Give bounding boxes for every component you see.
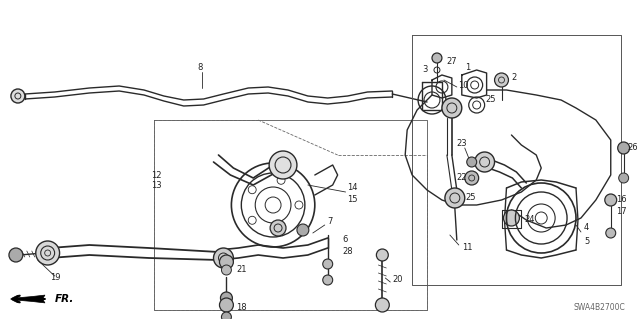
Circle shape xyxy=(270,220,286,236)
Circle shape xyxy=(376,249,388,261)
Circle shape xyxy=(323,259,333,269)
Text: 5: 5 xyxy=(584,238,589,247)
Text: 25: 25 xyxy=(486,95,496,105)
Circle shape xyxy=(465,171,479,185)
Circle shape xyxy=(297,224,309,236)
Text: 28: 28 xyxy=(342,248,353,256)
Text: 4: 4 xyxy=(584,224,589,233)
Text: 11: 11 xyxy=(462,243,472,253)
Text: 6: 6 xyxy=(342,235,348,244)
Text: 18: 18 xyxy=(236,303,247,313)
Text: 13: 13 xyxy=(151,181,161,189)
Circle shape xyxy=(442,98,462,118)
Circle shape xyxy=(376,298,389,312)
Text: 25: 25 xyxy=(466,192,476,202)
Circle shape xyxy=(214,248,234,268)
Circle shape xyxy=(445,188,465,208)
Circle shape xyxy=(606,228,616,238)
Circle shape xyxy=(36,241,60,265)
Text: 23: 23 xyxy=(457,139,467,149)
Text: 10: 10 xyxy=(458,80,468,90)
Text: 26: 26 xyxy=(628,144,638,152)
Circle shape xyxy=(618,142,630,154)
Text: 24: 24 xyxy=(524,216,535,225)
Text: 2: 2 xyxy=(511,73,516,83)
Text: 17: 17 xyxy=(616,207,627,217)
Text: 19: 19 xyxy=(50,273,60,283)
Circle shape xyxy=(9,248,23,262)
Text: FR.: FR. xyxy=(54,294,74,304)
Text: 27: 27 xyxy=(446,57,456,66)
Text: 16: 16 xyxy=(616,196,627,204)
Circle shape xyxy=(467,157,477,167)
Circle shape xyxy=(220,298,234,312)
Text: 15: 15 xyxy=(348,196,358,204)
Circle shape xyxy=(323,275,333,285)
Circle shape xyxy=(605,194,617,206)
Circle shape xyxy=(475,152,495,172)
Text: 22: 22 xyxy=(457,174,467,182)
Circle shape xyxy=(220,255,234,269)
Text: 3: 3 xyxy=(422,65,428,75)
Text: 14: 14 xyxy=(348,183,358,192)
Circle shape xyxy=(11,89,25,103)
Text: 8: 8 xyxy=(198,63,203,72)
Circle shape xyxy=(269,151,297,179)
Circle shape xyxy=(221,312,232,319)
Text: 1: 1 xyxy=(465,63,470,72)
Text: SWA4B2700C: SWA4B2700C xyxy=(574,303,626,312)
Text: 20: 20 xyxy=(392,276,403,285)
Circle shape xyxy=(619,173,628,183)
Circle shape xyxy=(495,73,508,87)
Circle shape xyxy=(432,53,442,63)
Circle shape xyxy=(504,210,520,226)
Text: 7: 7 xyxy=(328,218,333,226)
Circle shape xyxy=(221,265,232,275)
Text: 21: 21 xyxy=(236,265,247,275)
Text: 12: 12 xyxy=(151,170,161,180)
Circle shape xyxy=(220,292,232,304)
